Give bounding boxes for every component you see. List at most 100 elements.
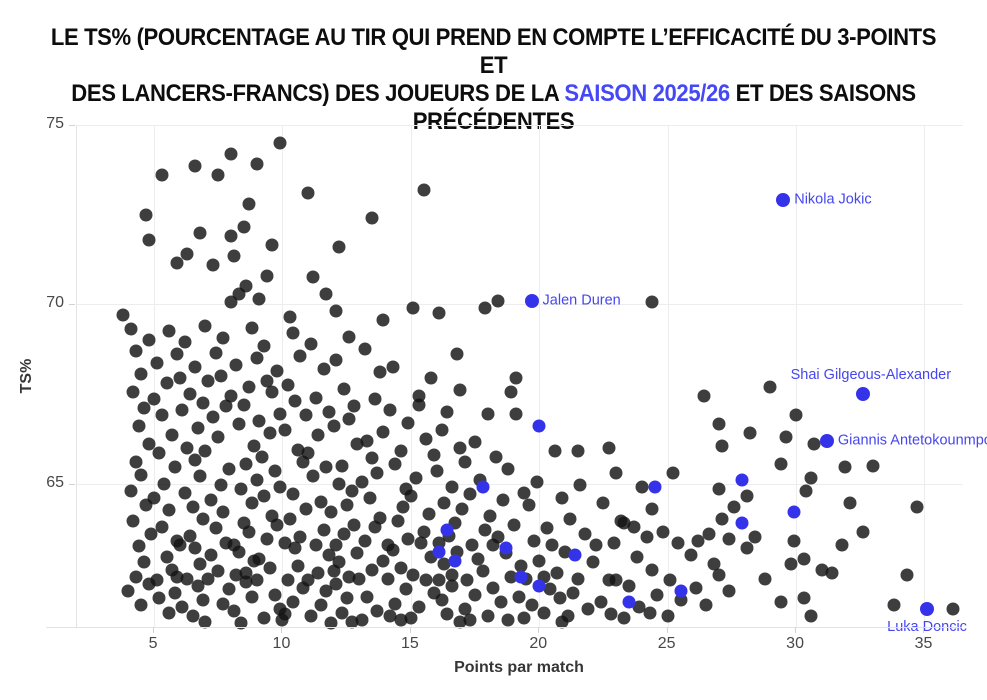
- scatter-point[interactable]: [242, 197, 256, 211]
- scatter-point[interactable]: [445, 579, 459, 593]
- scatter-point[interactable]: [527, 534, 541, 548]
- scatter-point[interactable]: [712, 482, 726, 496]
- scatter-point[interactable]: [337, 527, 351, 541]
- scatter-point[interactable]: [347, 518, 361, 532]
- scatter-point[interactable]: [155, 408, 169, 422]
- scatter-point[interactable]: [288, 541, 302, 555]
- scatter-point[interactable]: [455, 502, 469, 516]
- scatter-point[interactable]: [463, 487, 477, 501]
- scatter-point[interactable]: [386, 543, 400, 557]
- scatter-point[interactable]: [224, 389, 238, 403]
- scatter-point[interactable]: [265, 238, 279, 252]
- scatter-point[interactable]: [260, 269, 274, 283]
- scatter-point[interactable]: [270, 518, 284, 532]
- scatter-point[interactable]: [427, 448, 441, 462]
- scatter-point[interactable]: [784, 557, 798, 571]
- scatter-point[interactable]: [358, 342, 372, 356]
- scatter-point[interactable]: [401, 416, 415, 430]
- scatter-point[interactable]: [183, 529, 197, 543]
- scatter-point[interactable]: [481, 609, 495, 623]
- scatter-point[interactable]: [365, 563, 379, 577]
- scatter-point[interactable]: [160, 376, 174, 390]
- scatter-point[interactable]: [406, 301, 420, 315]
- scatter-point[interactable]: [787, 534, 800, 548]
- scatter-point[interactable]: [370, 604, 384, 618]
- scatter-point[interactable]: [219, 399, 233, 413]
- scatter-point[interactable]: [247, 439, 261, 453]
- scatter-point[interactable]: [530, 475, 544, 489]
- scatter-point[interactable]: [712, 417, 726, 431]
- scatter-point[interactable]: [512, 590, 526, 604]
- scatter-point-current-season[interactable]: [787, 505, 800, 519]
- scatter-point[interactable]: [838, 460, 852, 474]
- scatter-point[interactable]: [239, 457, 253, 471]
- scatter-point-highlight[interactable]: [855, 386, 870, 401]
- scatter-point[interactable]: [671, 536, 685, 550]
- scatter-point[interactable]: [722, 532, 736, 546]
- scatter-point[interactable]: [186, 609, 200, 623]
- scatter-point[interactable]: [170, 347, 184, 361]
- scatter-point[interactable]: [311, 428, 325, 442]
- scatter-point[interactable]: [663, 573, 677, 587]
- scatter-point[interactable]: [501, 462, 515, 476]
- scatter-point[interactable]: [324, 616, 338, 630]
- scatter-point[interactable]: [363, 491, 377, 505]
- scatter-point[interactable]: [175, 403, 189, 417]
- scatter-point[interactable]: [270, 364, 284, 378]
- scatter-point[interactable]: [383, 403, 397, 417]
- scatter-point[interactable]: [162, 503, 176, 517]
- scatter-point[interactable]: [245, 590, 259, 604]
- scatter-point[interactable]: [394, 561, 408, 575]
- scatter-point[interactable]: [797, 552, 811, 566]
- scatter-point[interactable]: [255, 450, 269, 464]
- scatter-point[interactable]: [286, 487, 300, 501]
- scatter-point[interactable]: [722, 584, 736, 598]
- scatter-point[interactable]: [157, 477, 171, 491]
- scatter-point[interactable]: [404, 611, 418, 625]
- scatter-point[interactable]: [548, 444, 562, 458]
- scatter-point[interactable]: [373, 365, 387, 379]
- scatter-point[interactable]: [211, 430, 225, 444]
- scatter-point[interactable]: [342, 412, 356, 426]
- scatter-point[interactable]: [193, 557, 207, 571]
- scatter-point[interactable]: [142, 437, 156, 451]
- scatter-point[interactable]: [283, 310, 297, 324]
- scatter-point[interactable]: [342, 330, 356, 344]
- scatter-point[interactable]: [216, 597, 230, 611]
- scatter-point[interactable]: [789, 408, 803, 422]
- scatter-point[interactable]: [581, 602, 595, 616]
- scatter-point[interactable]: [514, 559, 528, 573]
- scatter-point[interactable]: [211, 564, 225, 578]
- scatter-point[interactable]: [214, 369, 228, 383]
- scatter-point[interactable]: [661, 609, 675, 623]
- scatter-point[interactable]: [445, 480, 459, 494]
- scatter-point[interactable]: [245, 496, 259, 510]
- scatter-point[interactable]: [293, 349, 307, 363]
- scatter-point[interactable]: [322, 548, 336, 562]
- scatter-point[interactable]: [257, 339, 271, 353]
- scatter-point[interactable]: [306, 469, 320, 483]
- scatter-point[interactable]: [222, 462, 236, 476]
- scatter-point[interactable]: [525, 598, 539, 612]
- scatter-point[interactable]: [139, 498, 153, 512]
- scatter-point[interactable]: [635, 480, 649, 494]
- scatter-point[interactable]: [188, 159, 202, 173]
- scatter-point[interactable]: [376, 554, 390, 568]
- scatter-point[interactable]: [946, 602, 960, 616]
- scatter-point[interactable]: [437, 496, 451, 510]
- scatter-point[interactable]: [453, 383, 467, 397]
- scatter-point[interactable]: [332, 477, 346, 491]
- scatter-point[interactable]: [168, 460, 182, 474]
- scatter-point[interactable]: [602, 441, 616, 455]
- scatter-point-current-season[interactable]: [648, 480, 662, 494]
- scatter-point[interactable]: [224, 229, 238, 243]
- scatter-point[interactable]: [494, 595, 508, 609]
- scatter-point[interactable]: [866, 459, 880, 473]
- scatter-point[interactable]: [414, 536, 428, 550]
- scatter-point[interactable]: [368, 520, 382, 534]
- scatter-point[interactable]: [250, 473, 264, 487]
- scatter-point[interactable]: [645, 502, 659, 516]
- scatter-point[interactable]: [278, 536, 292, 550]
- scatter-point[interactable]: [332, 240, 346, 254]
- scatter-point[interactable]: [160, 550, 174, 564]
